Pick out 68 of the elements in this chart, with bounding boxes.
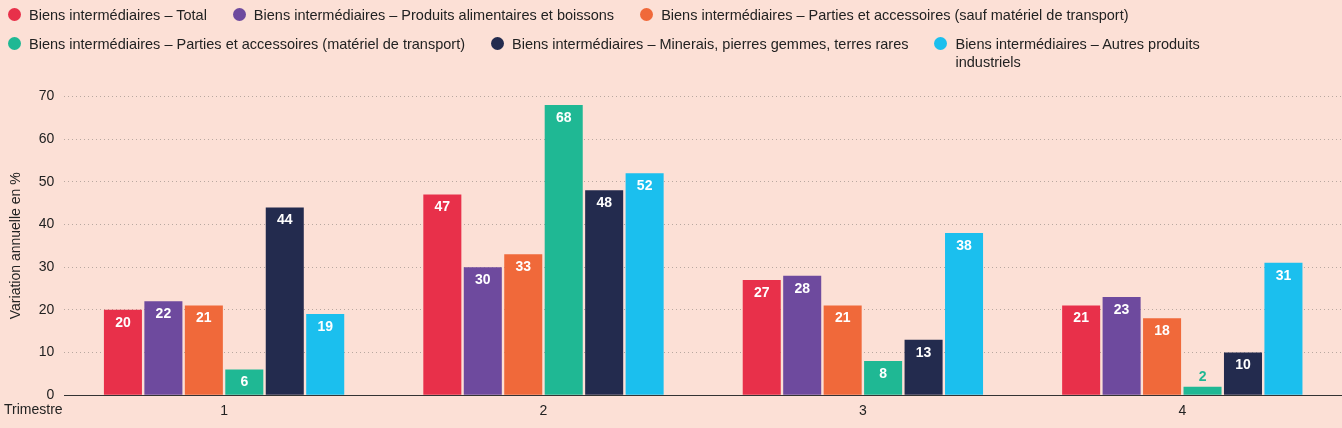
y-tick-label: 30 (38, 258, 55, 274)
data-label: 21 (1073, 309, 1090, 326)
y-tick-label: 0 (46, 386, 55, 403)
bar (1143, 318, 1182, 395)
data-label: 10 (1235, 356, 1251, 373)
bar (823, 305, 862, 395)
data-label: 22 (155, 305, 172, 322)
data-label: 30 (475, 271, 491, 287)
y-axis-title: Variation annuelle en % (7, 172, 24, 320)
x-tick-label: 1 (220, 402, 229, 419)
data-label: 52 (636, 177, 653, 194)
bar (783, 275, 822, 395)
legend-label: Biens intermédiaires – Total (29, 6, 207, 24)
bar (864, 361, 903, 395)
data-label: 31 (1275, 266, 1292, 283)
bar (225, 369, 264, 395)
data-label: 23 (1113, 300, 1130, 317)
bar (544, 104, 583, 395)
bar (1062, 305, 1101, 395)
x-tick-label: 4 (1178, 402, 1187, 419)
legend-label: Biens intermédiaires – Parties et accessoires (sauf matériel de transport) (661, 6, 1129, 24)
data-label: 13 (915, 343, 932, 360)
bar (184, 305, 223, 395)
bar (463, 267, 502, 395)
bar (585, 190, 624, 395)
bar (1102, 297, 1141, 395)
bar (265, 207, 304, 395)
data-label: 44 (276, 211, 293, 228)
x-tick-label: 3 (858, 402, 867, 419)
bar (1223, 352, 1262, 395)
bar (103, 309, 142, 395)
bar (423, 194, 462, 395)
legend-label: Biens intermédiaires – Autres produits industriels (955, 35, 1201, 71)
data-label: 21 (196, 309, 212, 326)
data-label: 19 (317, 317, 334, 334)
bar (306, 314, 345, 395)
bar (945, 232, 984, 395)
data-label: 21 (834, 309, 851, 326)
data-label: 27 (753, 283, 770, 300)
data-label: 6 (240, 373, 249, 390)
bar (742, 279, 781, 395)
x-tick-label: 2 (539, 402, 548, 419)
data-label: 38 (956, 236, 973, 253)
data-label: 8 (879, 364, 888, 381)
bar (504, 254, 543, 395)
y-tick-label: 20 (38, 300, 55, 317)
data-label: 47 (434, 198, 451, 215)
legend-label: Biens intermédiaires – Produits alimentaires et boissons (253, 6, 615, 24)
bar (625, 173, 664, 395)
bar (1264, 262, 1303, 395)
data-label: 33 (515, 258, 532, 275)
bar (144, 301, 183, 395)
data-label: 28 (794, 279, 811, 296)
data-label: 48 (596, 194, 613, 211)
y-tick-label: 60 (38, 129, 55, 146)
y-tick-label: 10 (38, 343, 55, 360)
data-label: 68 (555, 108, 572, 125)
data-label: 18 (1154, 322, 1171, 339)
bar (904, 339, 943, 395)
x-axis-title: Trimestre (4, 401, 63, 418)
bar (1183, 386, 1222, 395)
legend-label: Biens intermédiaires – Parties et accessoires (matériel de transport) (29, 35, 465, 53)
y-tick-label: 50 (38, 172, 55, 189)
y-tick-label: 70 (38, 87, 55, 104)
y-tick-label: 40 (38, 215, 55, 232)
data-label: 2 (1198, 367, 1207, 384)
data-label: 20 (115, 313, 131, 330)
legend-label: Biens intermédiaires – Minerais, pierres gemmes, terres rares (511, 35, 909, 53)
